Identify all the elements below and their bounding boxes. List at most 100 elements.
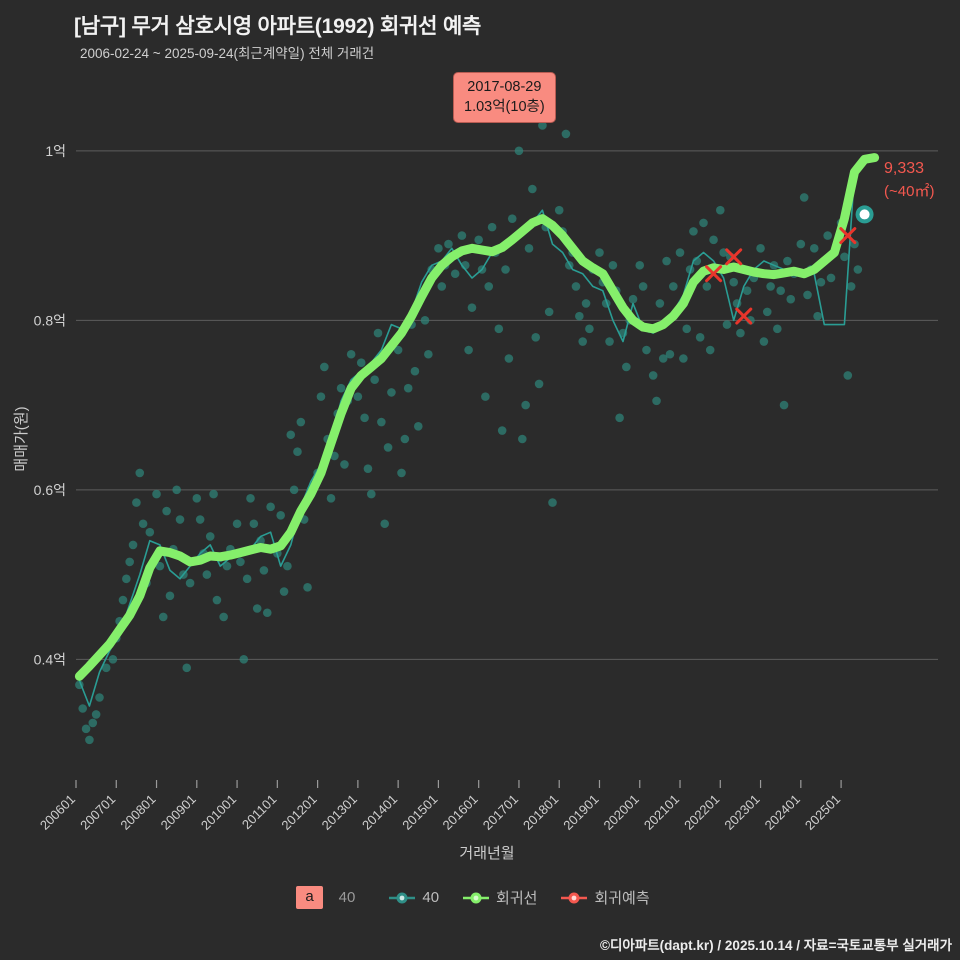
scatter-point: [81, 724, 91, 734]
scatter-point: [145, 527, 155, 537]
x-tick-label: 201301: [319, 792, 360, 833]
scatter-point: [507, 214, 517, 223]
scatter-point: [722, 320, 732, 329]
scatter-point: [172, 485, 181, 495]
scatter-point: [360, 413, 369, 423]
scatter-point: [538, 121, 547, 130]
y-tick-label: 0.8억: [34, 312, 66, 328]
scatter-point: [575, 311, 584, 321]
scatter-point: [736, 328, 745, 338]
scatter-point: [467, 303, 477, 312]
scatter-point: [242, 574, 252, 584]
prediction-x-stroke: [839, 227, 857, 245]
scatter-point: [366, 489, 376, 499]
scatter-point: [128, 540, 138, 550]
scatter-point: [212, 595, 222, 605]
scatter-point: [689, 227, 698, 236]
scatter-point: [249, 519, 259, 529]
scatter-point: [481, 392, 490, 401]
legend-badge-a[interactable]: a: [296, 886, 323, 909]
x-tick-label: 202501: [802, 792, 843, 833]
scatter-point: [816, 277, 826, 287]
scatter-point: [544, 307, 554, 317]
scatter-point: [424, 349, 433, 359]
prediction-x-stroke: [705, 265, 723, 283]
scatter-point: [293, 447, 302, 457]
scatter-point: [434, 244, 443, 253]
scatter-point: [729, 277, 739, 287]
scatter-point: [236, 557, 245, 567]
actual-price-line: [78, 156, 875, 707]
scatter-point: [669, 282, 678, 291]
scatter-point: [622, 362, 631, 372]
scatter-point: [581, 299, 591, 308]
x-tick-label: 202101: [641, 792, 682, 833]
scatter-point: [534, 379, 544, 389]
scatter-point: [397, 468, 406, 478]
x-tick-label: 201601: [440, 792, 481, 833]
page-title: [남구] 무거 삼호시영 아파트(1992) 회귀선 예측: [74, 15, 482, 38]
legend-label-prediction: 회귀예측: [594, 890, 650, 907]
x-tick-label: 200701: [77, 792, 118, 833]
scatter-point: [122, 574, 131, 584]
scatter-point: [571, 282, 581, 291]
scatter-point: [759, 337, 769, 346]
scatter-point: [605, 337, 614, 346]
scatter-point: [276, 510, 285, 520]
x-tick-label: 202201: [681, 792, 722, 833]
scatter-point: [699, 218, 708, 228]
scatter-point: [652, 396, 661, 406]
x-axis-title: 거래년월: [459, 845, 514, 862]
scatter-point: [162, 506, 171, 516]
scatter-point: [846, 282, 856, 291]
scatter-point: [776, 286, 785, 295]
scatter-point: [823, 231, 832, 240]
y-tick-label: 1억: [45, 143, 66, 159]
scatter-point: [202, 570, 212, 579]
scatter-point: [78, 704, 88, 713]
x-tick-label: 200601: [37, 792, 78, 833]
legend-item-prediction[interactable]: 회귀예측: [561, 887, 650, 908]
scatter-point: [742, 286, 752, 295]
x-tick-label: 201701: [480, 792, 521, 833]
scatter-point: [497, 426, 507, 435]
scatter-point: [615, 413, 624, 423]
scatter-point: [531, 333, 541, 342]
scatter-point: [266, 502, 275, 512]
legend-item-actual[interactable]: 40: [389, 889, 439, 906]
scatter-point: [232, 519, 242, 529]
x-tick-label: 201001: [198, 792, 239, 833]
scatter-point: [773, 324, 782, 334]
scatter-point: [779, 400, 789, 410]
scatter-point: [501, 265, 510, 274]
scatter-point: [796, 239, 806, 249]
scatter-point: [182, 663, 192, 673]
legend-label-actual: 40: [422, 889, 440, 906]
prediction-x-marker: [839, 227, 857, 245]
scatter-point: [85, 735, 94, 745]
scatter-point: [283, 561, 292, 571]
scatter-point: [118, 595, 128, 605]
scatter-point: [521, 400, 530, 410]
scatter-point: [682, 324, 692, 334]
scatter-point: [705, 345, 715, 355]
scatter-point: [286, 430, 296, 440]
scatter-point: [715, 205, 725, 215]
scatter-point: [840, 252, 849, 262]
scatter-point: [125, 557, 134, 567]
scatter-point: [320, 362, 329, 372]
x-tick-label: 200801: [117, 792, 158, 833]
prediction-x-marker: [725, 248, 743, 266]
scatter-point: [702, 282, 712, 291]
scatter-point: [444, 239, 453, 249]
legend-item-regression[interactable]: 회귀선: [463, 887, 537, 908]
scatter-point: [410, 366, 420, 376]
legend-marker-prediction-icon: [561, 892, 588, 903]
scatter-point: [642, 345, 651, 355]
scatter-point: [853, 265, 863, 274]
x-tick-label: 201401: [359, 792, 400, 833]
scatter-point: [209, 489, 218, 499]
scatter-point: [252, 604, 262, 613]
scatter-point: [799, 193, 809, 202]
